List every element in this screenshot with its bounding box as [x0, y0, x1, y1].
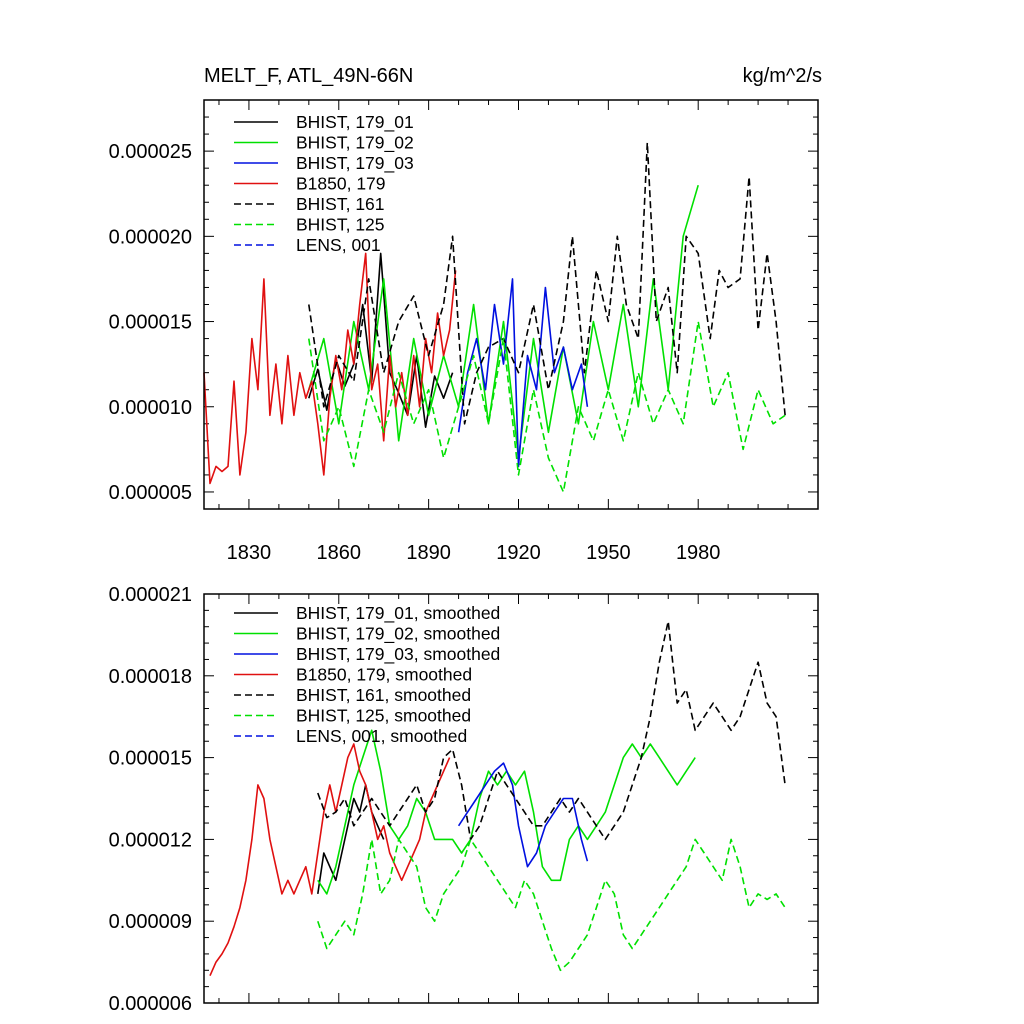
legend-label: B1850, 179, smoothed — [296, 665, 472, 685]
legend-label: LENS, 001 — [296, 235, 381, 255]
y-tick-label: 0.000005 — [109, 482, 192, 504]
legend-label: BHIST, 179_03 — [296, 153, 414, 174]
series-line — [457, 278, 589, 468]
y-tick-label: 0.000009 — [109, 911, 192, 933]
x-tick-label: 1860 — [317, 542, 362, 564]
series-line — [317, 729, 696, 895]
top-series-lines — [203, 141, 786, 493]
legend-label: LENS, 001, smoothed — [296, 726, 467, 746]
x-tick-label: 1950 — [586, 542, 631, 564]
y-tick-label: 0.000015 — [109, 748, 192, 770]
series-line — [317, 620, 786, 841]
series-line — [457, 762, 589, 868]
series-line — [209, 743, 451, 977]
x-tick-label: 1890 — [406, 542, 451, 564]
y-tick-label: 0.000012 — [109, 829, 192, 851]
legend-label: BHIST, 125, smoothed — [296, 706, 471, 726]
legend-label: BHIST, 161, smoothed — [296, 685, 471, 705]
bottom-panel: 0.000006 0.000009 0.000012 0.000015 0.000018… — [109, 584, 819, 1015]
legend-label: BHIST, 179_02 — [296, 133, 414, 154]
y-tick-label: 0.000018 — [109, 666, 192, 688]
legend-label: BHIST, 179_01, smoothed — [296, 603, 500, 624]
bottom-series-lines — [209, 620, 786, 977]
x-tick-label: 1830 — [227, 542, 272, 564]
top-plot-frame — [203, 99, 819, 510]
legend-label: BHIST, 125 — [296, 215, 385, 235]
legend-label: BHIST, 179_01 — [296, 112, 414, 133]
y-tick-label: 0.000006 — [109, 993, 192, 1015]
series-line — [308, 320, 786, 493]
series-line — [203, 252, 457, 485]
y-tick-label: 0.000020 — [109, 226, 192, 248]
series-line — [308, 184, 699, 459]
legend-label: BHIST, 179_03, smoothed — [296, 644, 500, 665]
y-tick-label: 0.000010 — [109, 397, 192, 419]
x-tick-label: 1980 — [676, 542, 721, 564]
top-panel: MELT_F, ATL_49N-66N kg/m^2/s 1830 1860 189… — [109, 65, 822, 564]
y-tick-label: 0.000025 — [109, 141, 192, 163]
bottom-axes-ticks: 0.000006 0.000009 0.000012 0.000015 0.000018… — [109, 584, 819, 1015]
top-axes-ticks: 1830 1860 1890 1920 1950 1980 0.000005 0.000010… — [109, 99, 819, 564]
series-line — [308, 141, 786, 425]
legend-label: BHIST, 161 — [296, 194, 385, 214]
x-tick-label: 1920 — [496, 542, 541, 564]
bottom-plot-frame — [203, 593, 819, 1004]
y-tick-label: 0.000015 — [109, 312, 192, 334]
y-tick-label: 0.000021 — [109, 584, 192, 606]
chart-units: kg/m^2/s — [743, 65, 822, 87]
series-line — [317, 838, 786, 972]
legend-label: B1850, 179 — [296, 174, 386, 194]
legend-label: BHIST, 179_02, smoothed — [296, 624, 500, 645]
chart-title: MELT_F, ATL_49N-66N — [204, 65, 413, 87]
